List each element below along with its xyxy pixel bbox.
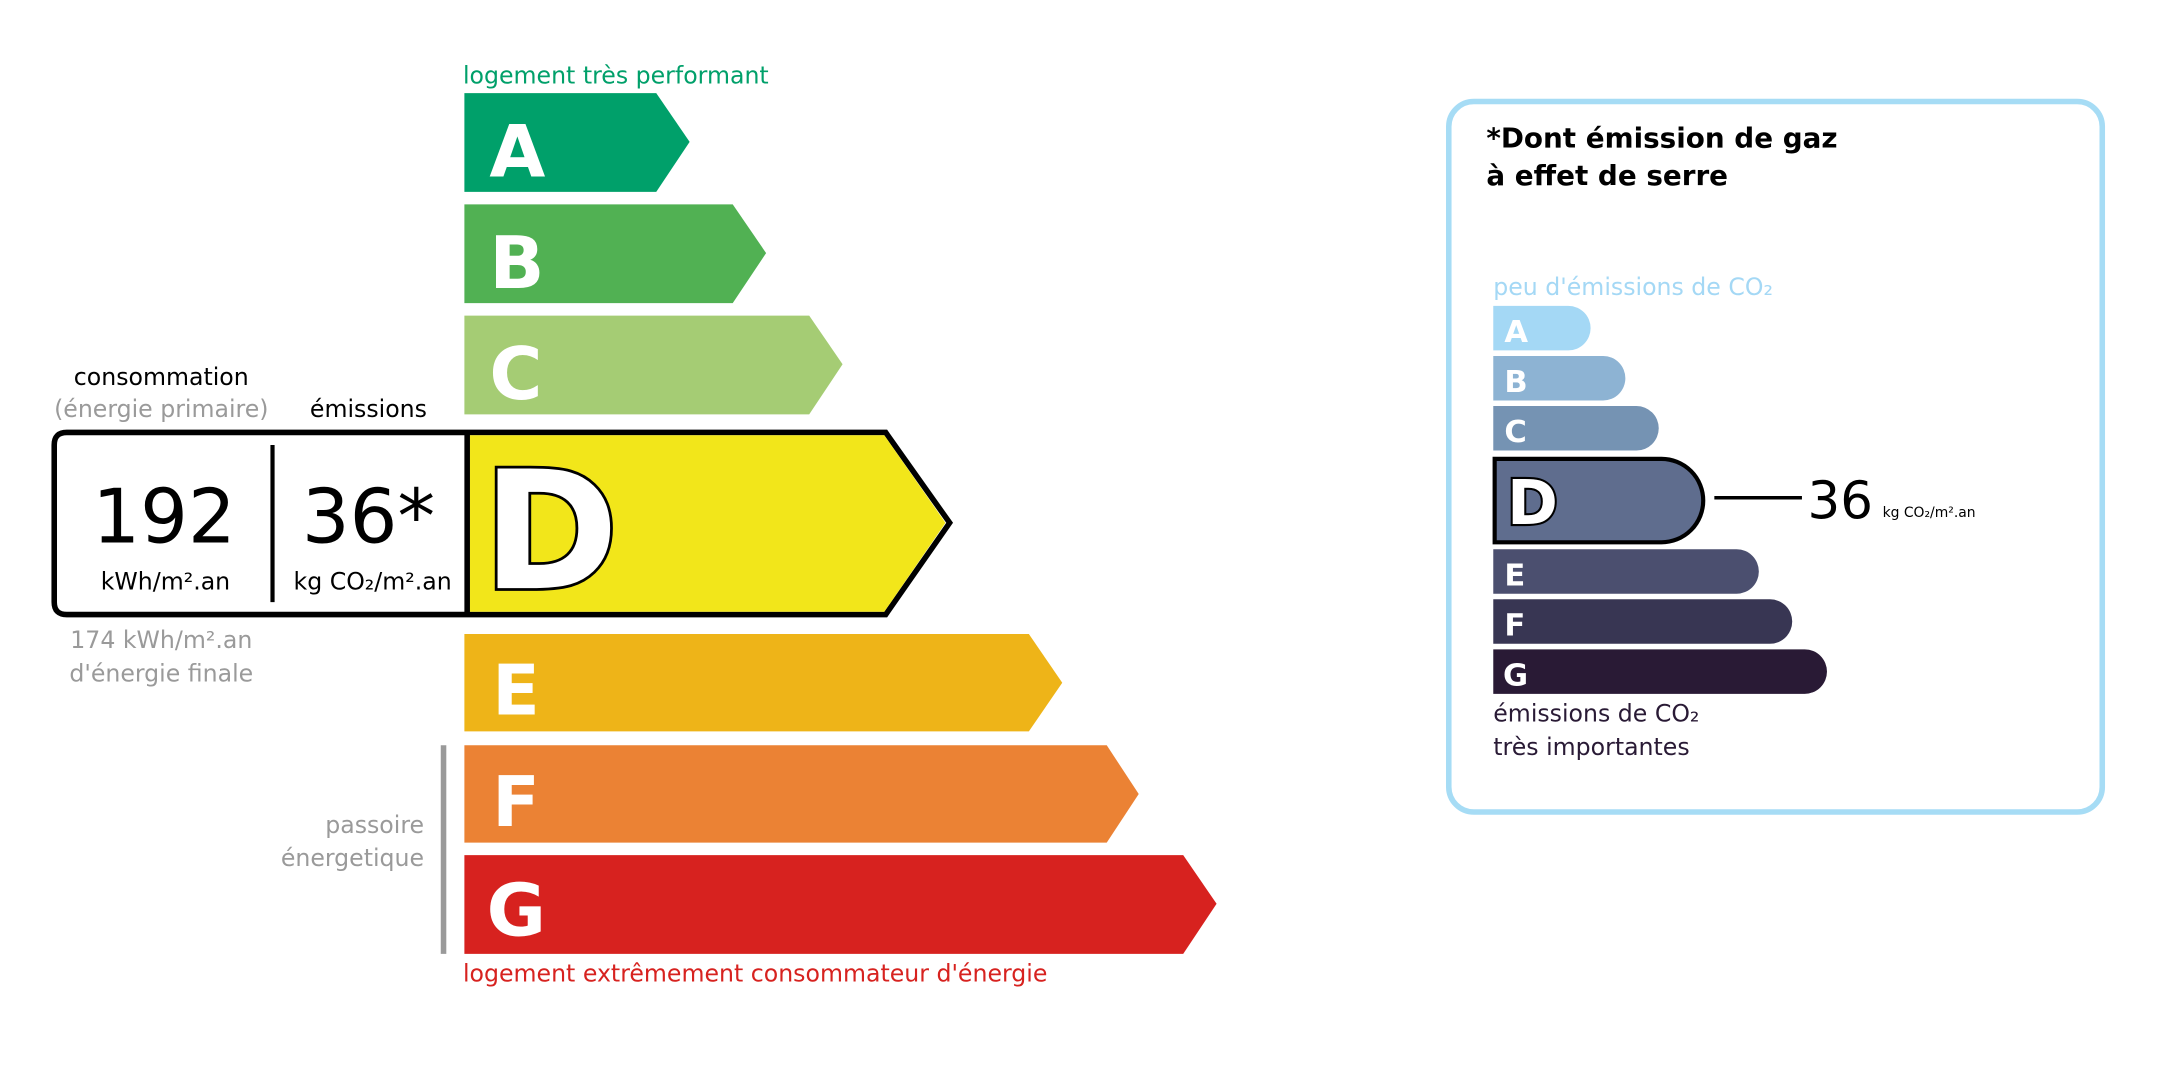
ges-letter-a: A <box>1504 315 1528 350</box>
energy-letter-g: G <box>487 870 546 954</box>
ges-bar-d <box>1492 456 1706 545</box>
energy-bar-e <box>464 634 1063 732</box>
consumption-unit: kWh/m².an <box>101 568 230 596</box>
ges-unit: kg CO₂/m².an <box>1883 505 1976 521</box>
ges-bar-g <box>1493 649 1827 694</box>
ges-letter-g: G <box>1503 658 1528 693</box>
ges-bar-a <box>1493 305 1591 351</box>
energy-bar-a <box>464 93 690 192</box>
ges-letter-d: D <box>1507 468 1558 539</box>
energy-letter-c: C <box>489 333 542 417</box>
energy-letter-e: E <box>492 651 539 732</box>
energy-bar-f <box>464 745 1139 843</box>
ges-bottom-label-2: très importantes <box>1493 733 1689 761</box>
ges-letter-c: C <box>1504 415 1526 450</box>
energy-top-label: logement très performant <box>463 61 769 89</box>
consumption-label: consommation <box>74 363 249 391</box>
consumption-sublabel: (énergie primaire) <box>54 395 268 423</box>
ges-title-2: à effet de serre <box>1486 159 1728 192</box>
ges-value: 36 <box>1808 472 1873 532</box>
ges-panel: *Dont émission de gaz à effet de serre p… <box>1446 98 2106 815</box>
emissions-label: émissions <box>310 395 427 423</box>
ges-bottom-label-1: émissions de CO₂ <box>1493 700 1699 728</box>
energy-letter-a: A <box>489 111 545 195</box>
emissions-unit: kg CO₂/m².an <box>294 568 452 596</box>
emissions-value: 36* <box>302 472 435 560</box>
energy-letter-b: B <box>489 222 544 306</box>
energy-bar-b <box>464 204 767 304</box>
ges-title-1: *Dont émission de gaz <box>1486 121 1837 154</box>
energy-letter-d: D <box>483 436 619 627</box>
ges-bar-f <box>1493 599 1793 644</box>
energy-bar-c <box>464 315 843 415</box>
passoire-label-2: énergetique <box>281 844 424 872</box>
consumption-value: 192 <box>92 472 235 560</box>
ges-letter-b: B <box>1504 365 1527 400</box>
energy-bar-d <box>467 435 946 612</box>
ges-bar-b <box>1493 355 1626 401</box>
energy-scale: logement très performant A B C D consomm… <box>51 61 1217 988</box>
final-energy-value: 174 kWh/m².an <box>70 626 252 654</box>
energy-bar-g <box>464 855 1217 954</box>
ges-top-label: peu d'émissions de CO₂ <box>1493 273 1773 301</box>
ges-bar-e <box>1493 549 1759 594</box>
energy-bottom-label: logement extrêmement consommateur d'éner… <box>463 960 1047 988</box>
ges-bar-c <box>1493 406 1659 451</box>
energy-letter-f: F <box>492 762 539 843</box>
passoire-label-1: passoire <box>325 811 424 839</box>
ges-letter-f: F <box>1504 608 1525 643</box>
ges-letter-e: E <box>1504 558 1525 593</box>
final-energy-label: d'énergie finale <box>69 659 253 687</box>
